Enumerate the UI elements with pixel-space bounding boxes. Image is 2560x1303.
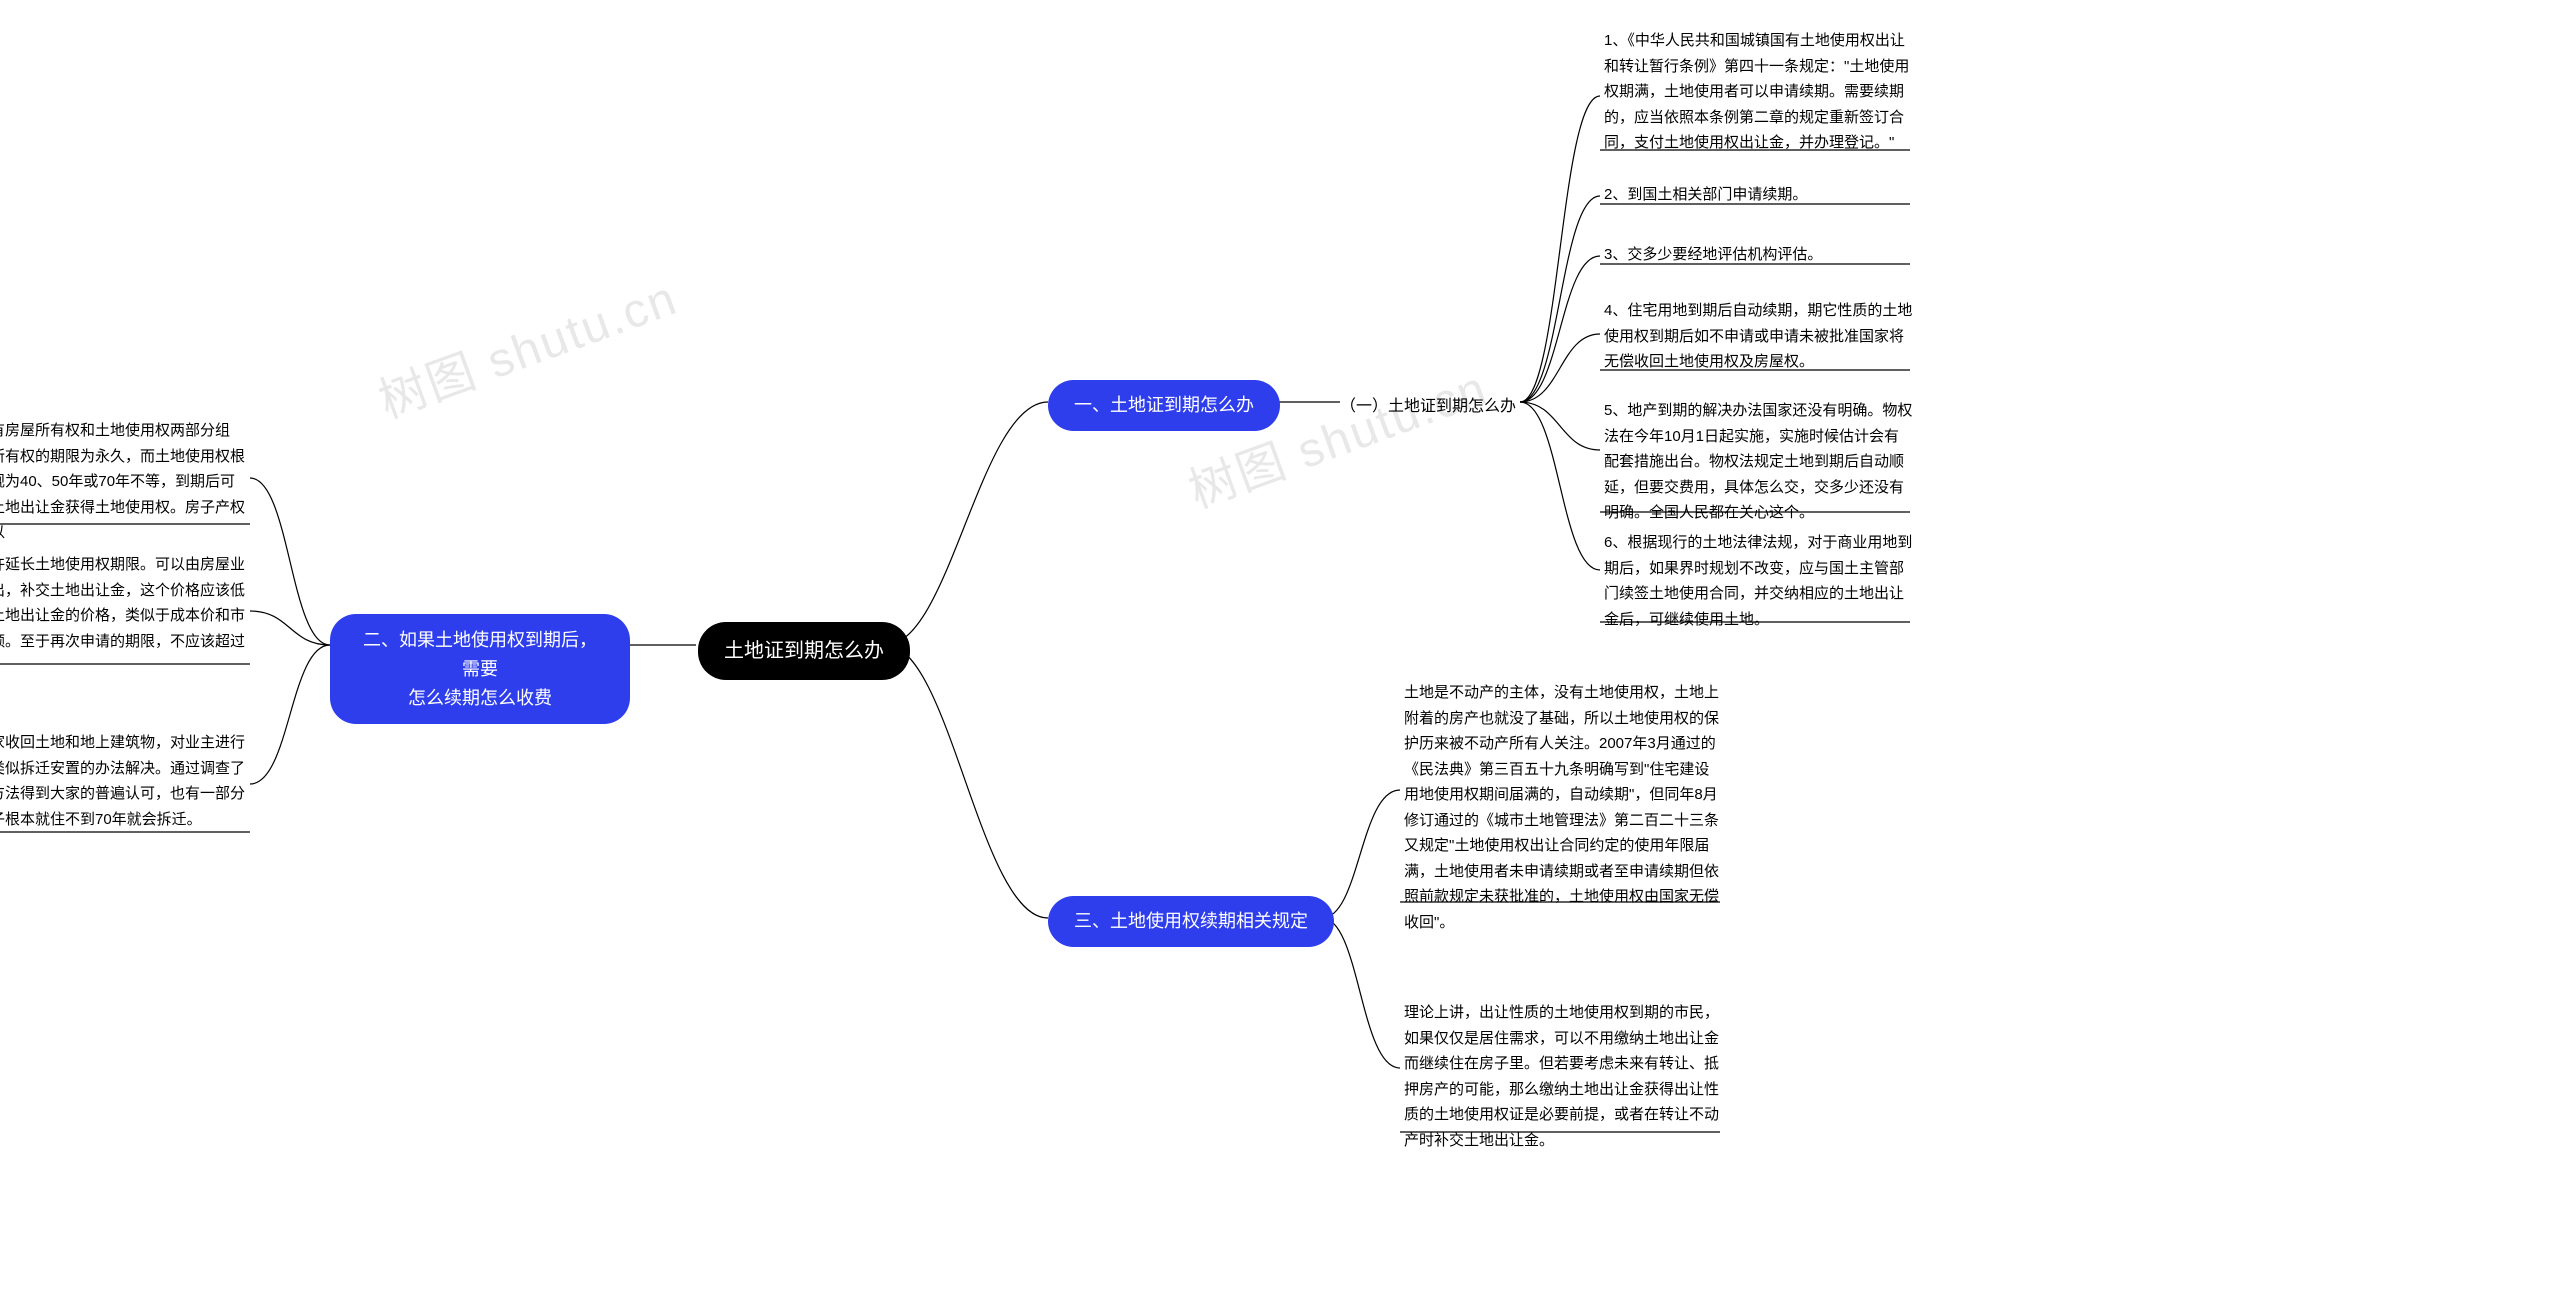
- branch-2-line2: 怎么续期怎么收费: [408, 688, 552, 708]
- b1-leaf-1: 1、《中华人民共和国城镇国有土地使用权出让和转让暂行条例》第四十一条规定："土地…: [1604, 28, 1914, 156]
- b3-leaf-1: 土地是不动产的主体，没有土地使用权，土地上附着的房产也就没了基础，所以土地使用权…: [1404, 680, 1724, 935]
- b1-leaf-3: 3、交多少要经地评估机构评估。: [1604, 242, 1914, 268]
- watermark: 树图 shutu.cn: [367, 259, 685, 432]
- branch-2-line1: 二、如果土地使用权到期后，需要: [363, 630, 597, 679]
- b1-leaf-6: 6、根据现行的土地法律法规，对于商业用地到期后，如果界时规划不改变，应与国土主管…: [1604, 530, 1914, 632]
- b1-leaf-2: 2、到国土相关部门申请续期。: [1604, 182, 1914, 208]
- b3-leaf-2: 理论上讲，出让性质的土地使用权到期的市民，如果仅仅是居住需求，可以不用缴纳土地出…: [1404, 1000, 1724, 1153]
- b1-leaf-5: 5、地产到期的解决办法国家还没有明确。物权法在今年10月1日起实施，实施时候估计…: [1604, 398, 1914, 526]
- branch-2[interactable]: 二、如果土地使用权到期后，需要 怎么续期怎么收费: [330, 614, 630, 724]
- branch-3[interactable]: 三、土地使用权续期相关规定: [1048, 896, 1334, 947]
- branch-1-sublabel: （一）土地证到期怎么办: [1340, 392, 1516, 416]
- b2-intro: 房屋产权有房屋所有权和土地使用权两部分组成，房屋所有权的期限为永久，而土地使用权…: [0, 418, 250, 546]
- b1-leaf-4: 4、住宅用地到期后自动续期，期它性质的土地使用权到期后如不申请或申请未被批准国家…: [1604, 298, 1914, 375]
- b2-leaf-1: （一）允许延长土地使用权期限。可以由房屋业主联名提出，补交土地出让金，这个价格应…: [0, 552, 250, 680]
- branch-1[interactable]: 一、土地证到期怎么办: [1048, 380, 1280, 431]
- root-node[interactable]: 土地证到期怎么办: [698, 622, 910, 680]
- watermark: 树图 shutu.cn: [1177, 349, 1495, 522]
- b2-leaf-2: （二）国家收回土地和地上建筑物，对业主进行补偿。用类似拆迁安置的办法解决。通过调…: [0, 730, 250, 832]
